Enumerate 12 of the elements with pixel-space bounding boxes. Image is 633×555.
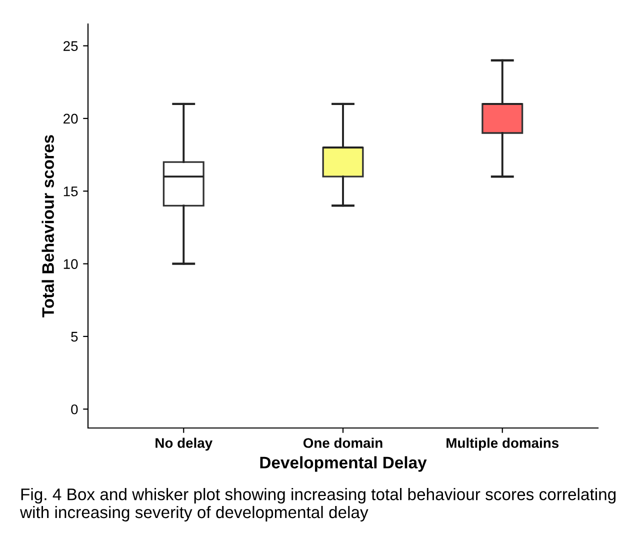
y-tick-label: 10: [64, 259, 78, 269]
y-tick-label: 5: [71, 332, 78, 342]
x-tick-label: One domain: [303, 438, 382, 448]
x-tick-label: Multiple domains: [446, 438, 559, 451]
y-tick-label: 20: [64, 114, 78, 124]
y-tick-label: 0: [71, 404, 78, 414]
y-axis-title: Total Behaviour scores: [42, 135, 54, 318]
y-tick-label: 25: [64, 41, 78, 51]
x-tick-label: No delay: [156, 438, 212, 451]
x-axis-title: Developmental Delay: [260, 456, 427, 472]
y-tick-label: 15: [64, 186, 78, 196]
caption: Fig. 4 Box and whisker plot showing increasing total behaviour scores correlating with increasing severity of developmental delay: [20, 488, 616, 522]
